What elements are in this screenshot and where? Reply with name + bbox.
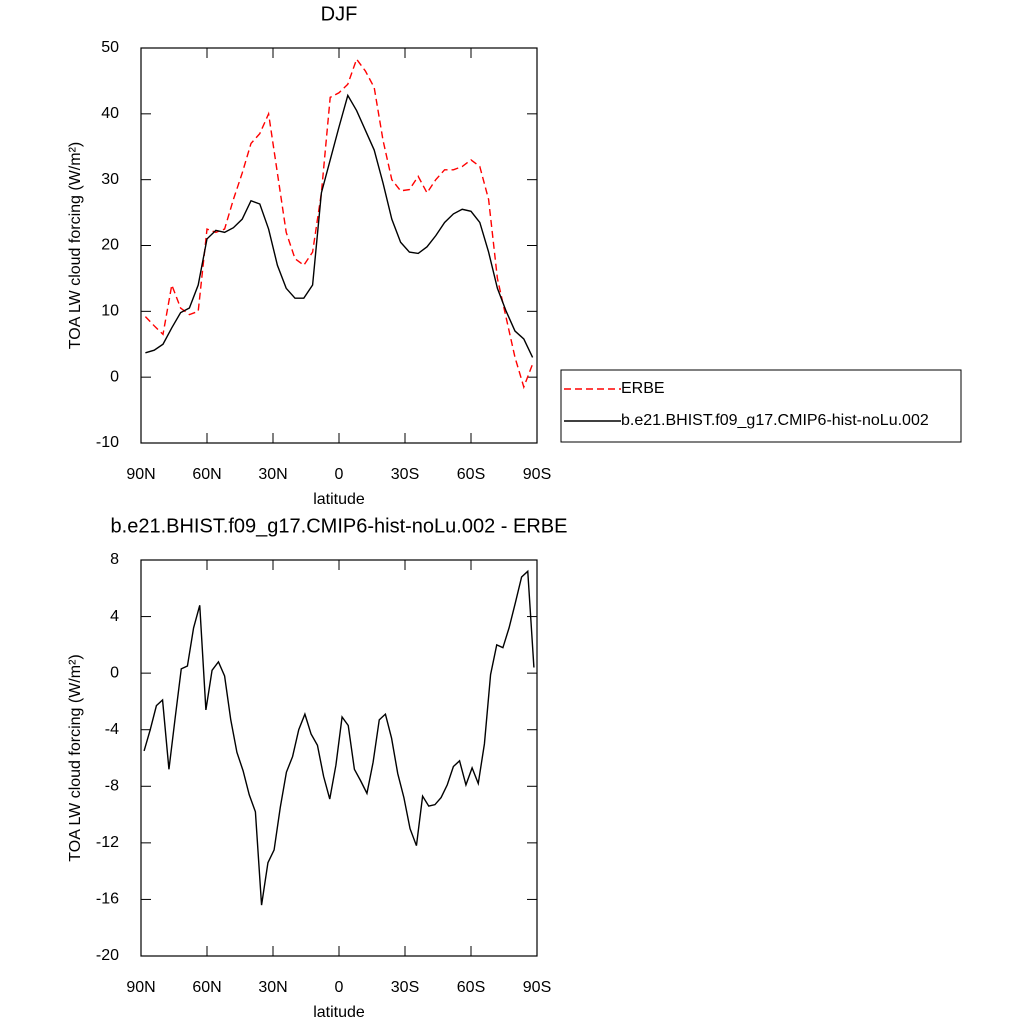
x-axis-label: latitude bbox=[313, 1004, 365, 1021]
y-tick-label: -10 bbox=[96, 434, 119, 451]
y-tick-label: 40 bbox=[101, 105, 119, 122]
data-line bbox=[144, 57, 534, 390]
legend-label: ERBE bbox=[621, 380, 665, 397]
x-tick-label: 0 bbox=[335, 979, 344, 996]
y-tick-label: 50 bbox=[101, 39, 119, 56]
y-axis-label: TOA LW cloud forcing (W/m²) bbox=[67, 654, 84, 861]
y-tick-label: -12 bbox=[96, 834, 119, 851]
x-tick-label: 30N bbox=[258, 466, 287, 483]
x-tick-label: 60N bbox=[192, 979, 221, 996]
x-tick-label: 30N bbox=[258, 979, 287, 996]
y-tick-label: 4 bbox=[110, 608, 119, 625]
x-tick-label: 90N bbox=[126, 466, 155, 483]
y-tick-label: 20 bbox=[101, 237, 119, 254]
x-tick-label: 90S bbox=[523, 466, 551, 483]
y-tick-label: -20 bbox=[96, 947, 119, 964]
x-tick-label: 60S bbox=[457, 979, 485, 996]
x-tick-label: 90N bbox=[126, 979, 155, 996]
x-tick-label: 0 bbox=[335, 466, 344, 483]
legend-label: b.e21.BHIST.f09_g17.CMIP6-hist-noLu.002 bbox=[621, 412, 929, 429]
x-tick-label: 30S bbox=[391, 466, 419, 483]
x-tick-label: 60N bbox=[192, 466, 221, 483]
y-tick-label: 0 bbox=[110, 368, 119, 385]
legend-box bbox=[560, 369, 962, 443]
x-tick-label: 90S bbox=[523, 979, 551, 996]
chart-title: DJF bbox=[321, 3, 358, 25]
y-tick-label: 8 bbox=[110, 551, 119, 568]
x-tick-label: 30S bbox=[391, 979, 419, 996]
y-tick-label: -4 bbox=[105, 721, 119, 738]
chart-title: b.e21.BHIST.f09_g17.CMIP6-hist-noLu.002 … bbox=[111, 515, 568, 537]
data-line bbox=[143, 569, 535, 906]
y-tick-label: 30 bbox=[101, 171, 119, 188]
data-line bbox=[145, 93, 534, 358]
plot-frame bbox=[140, 47, 538, 444]
y-tick-label: -8 bbox=[105, 778, 119, 795]
y-tick-label: 10 bbox=[101, 303, 119, 320]
y-tick-label: -16 bbox=[96, 891, 119, 908]
y-axis-label: TOA LW cloud forcing (W/m²) bbox=[67, 142, 84, 349]
x-tick-label: 60S bbox=[457, 466, 485, 483]
y-tick-label: 0 bbox=[110, 664, 119, 681]
x-axis-label: latitude bbox=[313, 491, 365, 508]
